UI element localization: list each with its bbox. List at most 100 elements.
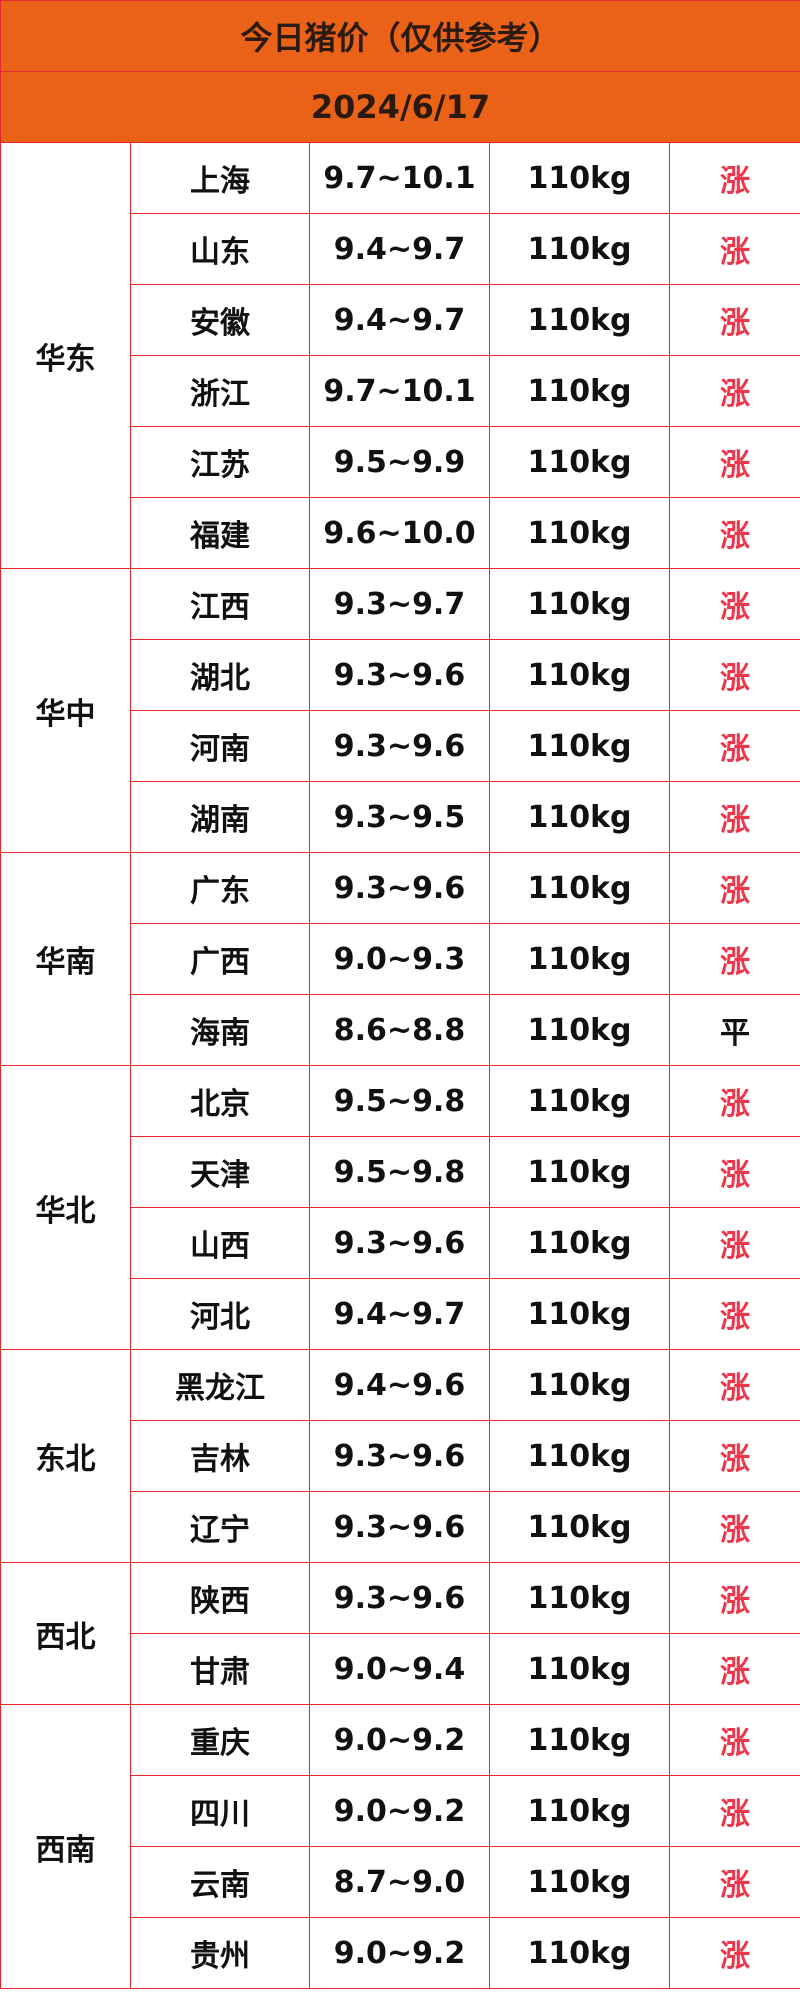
price-row: 吉林 9.3~9.6 110kg 涨 [1, 1420, 800, 1492]
price-row: 华东 上海 9.7~10.1 110kg 涨 [0, 142, 800, 569]
weight: 110kg [489, 1491, 670, 1563]
price: 9.4~9.7 [309, 284, 490, 356]
price-row: 安徽 9.4~9.7 110kg 涨 [1, 284, 800, 356]
province: 云南 [130, 1846, 310, 1918]
weight: 110kg [489, 1349, 670, 1421]
weight: 110kg [489, 1420, 670, 1492]
trend: 涨 [669, 1349, 800, 1421]
province: 上海 [130, 142, 310, 214]
price: 8.6~8.8 [309, 994, 490, 1066]
price: 8.7~9.0 [309, 1846, 490, 1918]
trend: 涨 [669, 781, 800, 853]
weight: 110kg [489, 213, 670, 285]
price: 9.4~9.7 [309, 213, 490, 285]
province: 黑龙江 [130, 1349, 310, 1421]
price-row: 江苏 9.5~9.9 110kg 涨 [1, 426, 800, 498]
price: 9.3~9.6 [309, 1207, 490, 1279]
trend: 涨 [669, 426, 800, 498]
province: 湖南 [130, 781, 310, 853]
price-row: 浙江 9.7~10.1 110kg 涨 [1, 355, 800, 427]
price-row: 华北 北京 9.5~9.8 110kg 涨 [0, 1065, 800, 1350]
price-row: 华南 广东 9.3~9.6 110kg 涨 [0, 852, 800, 1066]
trend: 涨 [669, 568, 800, 640]
price-row: 西北 陕西 9.3~9.6 110kg 涨 [0, 1562, 800, 1705]
region: 华北 [0, 1065, 131, 1350]
weight: 110kg [489, 1136, 670, 1208]
price-row: 四川 9.0~9.2 110kg 涨 [1, 1775, 800, 1847]
trend: 涨 [669, 1633, 800, 1705]
weight: 110kg [489, 994, 670, 1066]
province: 北京 [130, 1065, 310, 1137]
province: 天津 [130, 1136, 310, 1208]
price: 9.0~9.2 [309, 1775, 490, 1847]
region: 华东 [0, 142, 131, 569]
price-row: 辽宁 9.3~9.6 110kg 涨 [1, 1491, 800, 1563]
trend: 涨 [669, 639, 800, 711]
province: 贵州 [130, 1917, 310, 1989]
trend: 涨 [669, 1562, 800, 1634]
price: 9.5~9.8 [309, 1065, 490, 1137]
trend: 涨 [669, 1775, 800, 1847]
province: 吉林 [130, 1420, 310, 1492]
weight: 110kg [489, 497, 670, 569]
province: 重庆 [130, 1704, 310, 1776]
price-row: 西南 重庆 9.0~9.2 110kg 涨 [0, 1704, 800, 1989]
weight: 110kg [489, 923, 670, 995]
province: 安徽 [130, 284, 310, 356]
price: 9.3~9.5 [309, 781, 490, 853]
weight: 110kg [489, 710, 670, 782]
price-row: 山西 9.3~9.6 110kg 涨 [1, 1207, 800, 1279]
province: 浙江 [130, 355, 310, 427]
price: 9.0~9.3 [309, 923, 490, 995]
weight: 110kg [489, 355, 670, 427]
province: 陕西 [130, 1562, 310, 1634]
weight: 110kg [489, 426, 670, 498]
price: 9.3~9.7 [309, 568, 490, 640]
province: 江苏 [130, 426, 310, 498]
price: 9.0~9.2 [309, 1917, 490, 1989]
price: 9.3~9.6 [309, 1491, 490, 1563]
province: 甘肃 [130, 1633, 310, 1705]
trend: 涨 [669, 923, 800, 995]
weight: 110kg [489, 1704, 670, 1776]
weight: 110kg [489, 1562, 670, 1634]
province: 四川 [130, 1775, 310, 1847]
province: 广西 [130, 923, 310, 995]
title-row: 今日猪价（仅供参考） [0, 0, 800, 72]
trend: 涨 [669, 1420, 800, 1492]
trend: 涨 [669, 1207, 800, 1279]
province: 广东 [130, 852, 310, 924]
price: 9.6~10.0 [309, 497, 490, 569]
price-row: 海南 8.6~8.8 110kg 平 [1, 994, 800, 1066]
trend: 涨 [669, 1917, 800, 1989]
trend: 涨 [669, 1846, 800, 1918]
price-row: 东北 黑龙江 9.4~9.6 110kg 涨 [0, 1349, 800, 1563]
price: 9.3~9.6 [309, 1562, 490, 1634]
price: 9.3~9.6 [309, 710, 490, 782]
price: 9.7~10.1 [309, 142, 490, 214]
weight: 110kg [489, 568, 670, 640]
price: 9.5~9.8 [309, 1136, 490, 1208]
weight: 110kg [489, 1633, 670, 1705]
price: 9.4~9.7 [309, 1278, 490, 1350]
province: 湖北 [130, 639, 310, 711]
trend: 涨 [669, 355, 800, 427]
price: 9.5~9.9 [309, 426, 490, 498]
price-row: 华中 江西 9.3~9.7 110kg 涨 [0, 568, 800, 853]
weight: 110kg [489, 1775, 670, 1847]
weight: 110kg [489, 781, 670, 853]
trend: 涨 [669, 1278, 800, 1350]
weight: 110kg [489, 284, 670, 356]
region: 东北 [0, 1349, 131, 1563]
price: 9.3~9.6 [309, 852, 490, 924]
price: 9.0~9.2 [309, 1704, 490, 1776]
weight: 110kg [489, 1278, 670, 1350]
trend: 涨 [669, 1704, 800, 1776]
province: 河南 [130, 710, 310, 782]
trend: 涨 [669, 497, 800, 569]
trend: 涨 [669, 142, 800, 214]
price-row: 湖北 9.3~9.6 110kg 涨 [1, 639, 800, 711]
price: 9.4~9.6 [309, 1349, 490, 1421]
